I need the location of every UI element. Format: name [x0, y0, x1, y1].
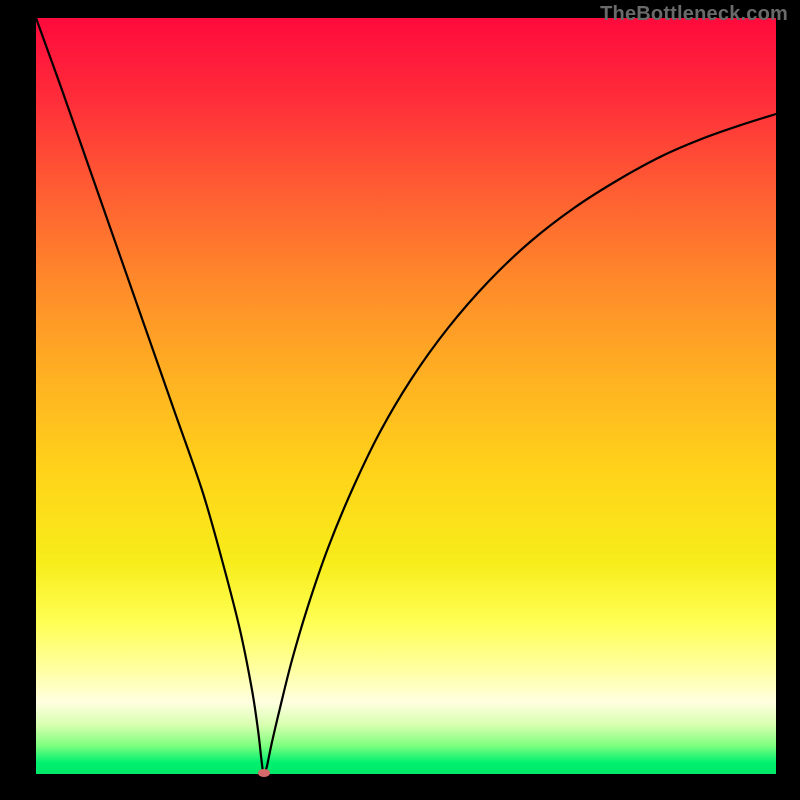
- gradient-plot-area: [36, 18, 776, 774]
- chart-svg: [0, 0, 800, 800]
- vertex-marker: [258, 769, 270, 777]
- figure-canvas: TheBottleneck.com: [0, 0, 800, 800]
- watermark-text: TheBottleneck.com: [600, 3, 788, 26]
